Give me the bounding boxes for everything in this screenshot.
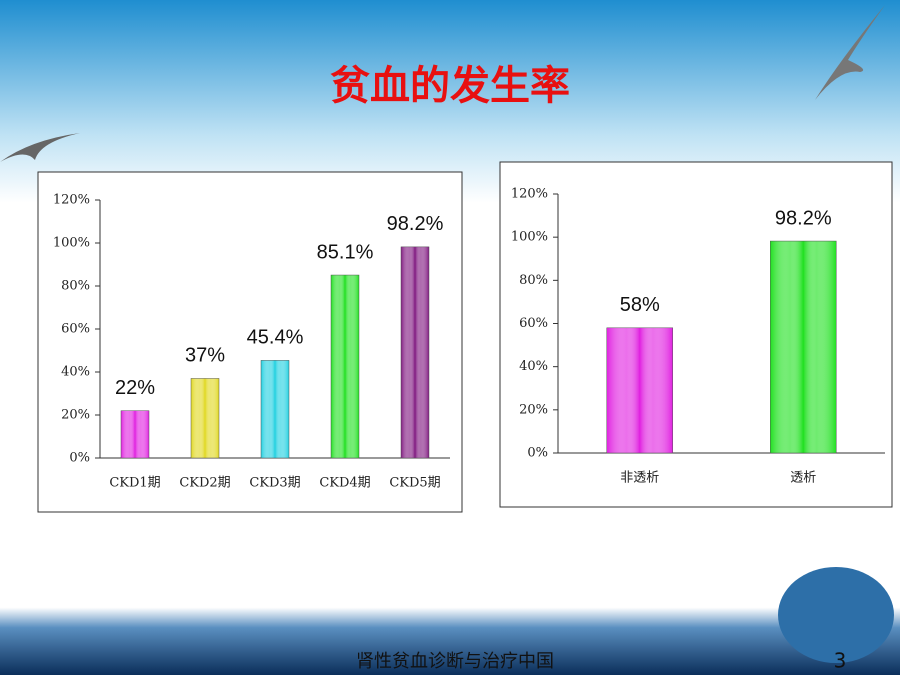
bar (260, 360, 290, 459)
slide-title: 贫血的发生率 (330, 63, 570, 109)
y-tick-label: 20% (519, 402, 548, 417)
y-tick-label: 120% (53, 193, 90, 208)
bar (606, 327, 673, 454)
value-label: 85.1% (317, 241, 374, 263)
bar (770, 240, 837, 454)
bird (0, 133, 80, 162)
y-tick-label: 100% (511, 230, 548, 245)
bar (330, 274, 360, 459)
y-tick-label: 0% (69, 451, 90, 466)
y-tick-label: 80% (61, 279, 90, 294)
x-tick-label: CKD5期 (389, 476, 440, 491)
page-number: 3 (834, 649, 847, 673)
x-tick-label: CKD2期 (179, 476, 230, 491)
value-label: 58% (620, 294, 660, 316)
y-tick-label: 60% (61, 322, 90, 337)
y-tick-label: 40% (61, 365, 90, 380)
y-tick-label: 80% (519, 273, 548, 288)
value-label: 45.4% (247, 327, 304, 349)
y-tick-label: 100% (53, 236, 90, 251)
bar (400, 246, 430, 459)
y-tick-label: 0% (527, 446, 548, 461)
value-label: 98.2% (387, 213, 444, 235)
bar (120, 410, 150, 459)
bird (815, 5, 885, 100)
y-tick-label: 120% (511, 187, 548, 202)
x-tick-label: CKD3期 (249, 476, 300, 491)
bar (190, 378, 220, 459)
chart-frame (37, 171, 463, 513)
y-tick-label: 20% (61, 408, 90, 423)
y-tick-label: 60% (519, 316, 548, 331)
y-tick-label: 40% (519, 359, 548, 374)
value-label: 22% (115, 377, 155, 399)
charts: 0% 20% 40% 60% 80% 100% 120% 22% CKD1期 37% CKD2期 45… (53, 187, 885, 491)
x-tick-label: 非透析 (620, 471, 659, 486)
x-tick-label: 透析 (790, 471, 816, 486)
x-tick-label: CKD1期 (109, 476, 160, 491)
footer: 肾性贫血诊断与治疗中国 (356, 651, 554, 672)
x-tick-label: CKD4期 (319, 476, 370, 491)
value-label: 98.2% (775, 207, 832, 229)
globe (778, 567, 894, 663)
value-label: 37% (185, 345, 225, 367)
